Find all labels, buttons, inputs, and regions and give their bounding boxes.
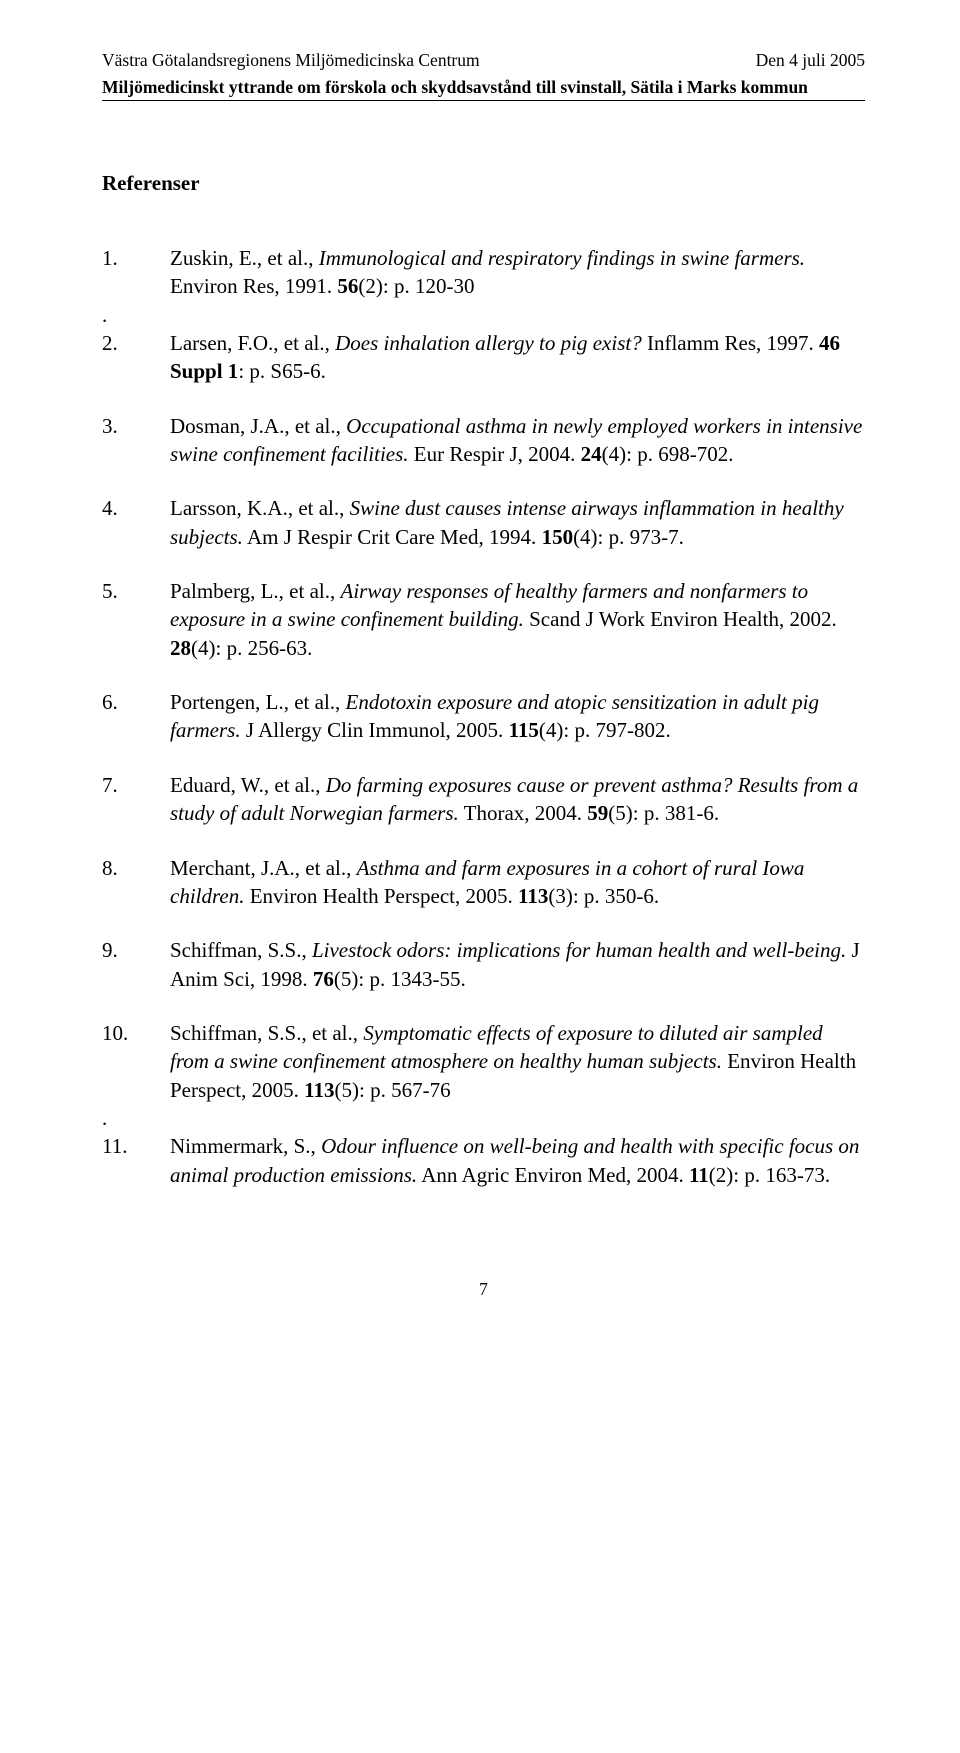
reference-pages: (4): p. 797-802. bbox=[539, 718, 671, 742]
reference-journal: Inflamm Res, 1997. bbox=[642, 331, 819, 355]
reference-number: 1. bbox=[102, 244, 170, 301]
reference-authors: Dosman, J.A., et al., bbox=[170, 414, 346, 438]
reference-item: 8. Merchant, J.A., et al., Asthma and fa… bbox=[102, 854, 865, 911]
reference-body: Eduard, W., et al., Do farming exposures… bbox=[170, 771, 865, 828]
reference-item: 11. Nimmermark, S., Odour influence on w… bbox=[102, 1132, 865, 1189]
reference-number: 10. bbox=[102, 1019, 170, 1104]
reference-number: 5. bbox=[102, 577, 170, 662]
reference-number: 3. bbox=[102, 412, 170, 469]
reference-item: 1. Zuskin, E., et al., Immunological and… bbox=[102, 244, 865, 301]
page-number: 7 bbox=[102, 1279, 865, 1300]
reference-body: Nimmermark, S., Odour influence on well-… bbox=[170, 1132, 865, 1189]
reference-pages: (2): p. 163-73. bbox=[709, 1163, 830, 1187]
header-subtitle: Miljömedicinskt yttrande om förskola och… bbox=[102, 77, 865, 98]
reference-volume: 59 bbox=[587, 801, 608, 825]
reference-authors: Larsson, K.A., et al., bbox=[170, 496, 350, 520]
reference-number: 2. bbox=[102, 329, 170, 386]
reference-body: Schiffman, S.S., Livestock odors: implic… bbox=[170, 936, 865, 993]
header-left: Västra Götalandsregionens Miljömedicinsk… bbox=[102, 50, 480, 71]
reference-number: 4. bbox=[102, 494, 170, 551]
reference-item: 7. Eduard, W., et al., Do farming exposu… bbox=[102, 771, 865, 828]
reference-pages: (2): p. 120-30 bbox=[358, 274, 474, 298]
reference-title: Does inhalation allergy to pig exist? bbox=[335, 331, 642, 355]
reference-item: 10. Schiffman, S.S., et al., Symptomatic… bbox=[102, 1019, 865, 1104]
section-title: Referenser bbox=[102, 171, 865, 196]
reference-body: Larsson, K.A., et al., Swine dust causes… bbox=[170, 494, 865, 551]
reference-volume: 11 bbox=[689, 1163, 709, 1187]
reference-number: 8. bbox=[102, 854, 170, 911]
reference-pages: (4): p. 256-63. bbox=[191, 636, 312, 660]
reference-body: Zuskin, E., et al., Immunological and re… bbox=[170, 244, 865, 301]
reference-pages: (5): p. 1343-55. bbox=[334, 967, 466, 991]
reference-number: 7. bbox=[102, 771, 170, 828]
reference-pages: (3): p. 350-6. bbox=[548, 884, 659, 908]
reference-authors: Palmberg, L., et al., bbox=[170, 579, 341, 603]
reference-volume: 115 bbox=[509, 718, 539, 742]
reference-authors: Zuskin, E., et al., bbox=[170, 246, 319, 270]
reference-volume: 28 bbox=[170, 636, 191, 660]
document-page: Västra Götalandsregionens Miljömedicinsk… bbox=[0, 0, 960, 1360]
reference-volume: 150 bbox=[542, 525, 574, 549]
reference-pages: (5): p. 381-6. bbox=[608, 801, 719, 825]
reference-authors: Portengen, L., et al., bbox=[170, 690, 346, 714]
reference-volume: 76 bbox=[313, 967, 334, 991]
reference-pages: (4): p. 698-702. bbox=[602, 442, 734, 466]
reference-title: Livestock odors: implications for human … bbox=[312, 938, 846, 962]
reference-authors: Eduard, W., et al., bbox=[170, 773, 326, 797]
reference-authors: Nimmermark, S., bbox=[170, 1134, 321, 1158]
reference-journal: J Allergy Clin Immunol, 2005. bbox=[241, 718, 509, 742]
reference-pages: (5): p. 567-76 bbox=[335, 1078, 451, 1102]
reference-number: 9. bbox=[102, 936, 170, 993]
header-rule bbox=[102, 100, 865, 101]
reference-item: 5. Palmberg, L., et al., Airway response… bbox=[102, 577, 865, 662]
reference-journal: Environ Health Perspect, 2005. bbox=[244, 884, 518, 908]
reference-number: 11. bbox=[102, 1132, 170, 1189]
reference-journal: Environ Res, 1991. bbox=[170, 274, 337, 298]
reference-journal: Eur Respir J, 2004. bbox=[409, 442, 581, 466]
reference-journal: Thorax, 2004. bbox=[459, 801, 588, 825]
reference-volume: 113 bbox=[518, 884, 548, 908]
reference-journal: Ann Agric Environ Med, 2004. bbox=[417, 1163, 689, 1187]
page-header-row: Västra Götalandsregionens Miljömedicinsk… bbox=[102, 50, 865, 71]
reference-volume: 56 bbox=[337, 274, 358, 298]
reference-item: 3. Dosman, J.A., et al., Occupational as… bbox=[102, 412, 865, 469]
reference-item: 6. Portengen, L., et al., Endotoxin expo… bbox=[102, 688, 865, 745]
reference-pages: (4): p. 973-7. bbox=[573, 525, 684, 549]
reference-volume: 113 bbox=[304, 1078, 334, 1102]
reference-journal: Scand J Work Environ Health, 2002. bbox=[524, 607, 837, 631]
reference-body: Merchant, J.A., et al., Asthma and farm … bbox=[170, 854, 865, 911]
reference-authors: Schiffman, S.S., et al., bbox=[170, 1021, 363, 1045]
reference-title: Immunological and respiratory findings i… bbox=[319, 246, 805, 270]
reference-item: 2. Larsen, F.O., et al., Does inhalation… bbox=[102, 329, 865, 386]
reference-pages: : p. S65-6. bbox=[238, 359, 326, 383]
continuation-dot: . bbox=[102, 301, 865, 329]
header-right: Den 4 juli 2005 bbox=[756, 50, 865, 71]
reference-body: Dosman, J.A., et al., Occupational asthm… bbox=[170, 412, 865, 469]
reference-item: 9. Schiffman, S.S., Livestock odors: imp… bbox=[102, 936, 865, 993]
reference-journal: Am J Respir Crit Care Med, 1994. bbox=[243, 525, 542, 549]
reference-body: Portengen, L., et al., Endotoxin exposur… bbox=[170, 688, 865, 745]
reference-authors: Larsen, F.O., et al., bbox=[170, 331, 335, 355]
reference-body: Schiffman, S.S., et al., Symptomatic eff… bbox=[170, 1019, 865, 1104]
reference-volume: 24 bbox=[581, 442, 602, 466]
reference-body: Palmberg, L., et al., Airway responses o… bbox=[170, 577, 865, 662]
reference-body: Larsen, F.O., et al., Does inhalation al… bbox=[170, 329, 865, 386]
reference-authors: Schiffman, S.S., bbox=[170, 938, 312, 962]
reference-number: 6. bbox=[102, 688, 170, 745]
continuation-dot: . bbox=[102, 1104, 865, 1132]
reference-authors: Merchant, J.A., et al., bbox=[170, 856, 357, 880]
reference-item: 4. Larsson, K.A., et al., Swine dust cau… bbox=[102, 494, 865, 551]
